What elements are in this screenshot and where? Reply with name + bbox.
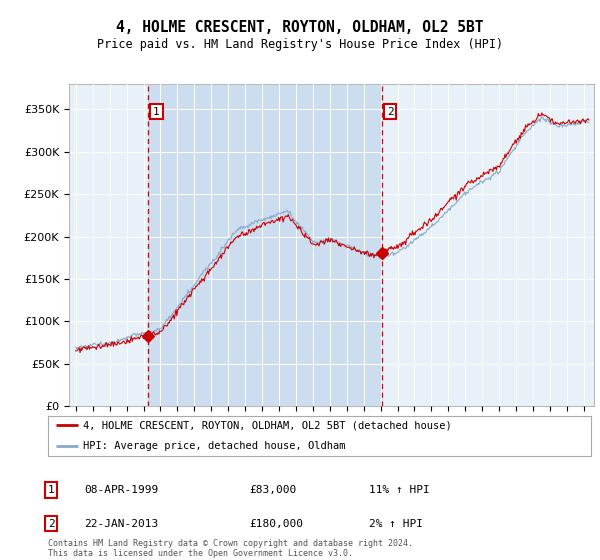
- Text: £180,000: £180,000: [249, 519, 303, 529]
- Text: HPI: Average price, detached house, Oldham: HPI: Average price, detached house, Oldh…: [83, 441, 346, 450]
- Text: 4, HOLME CRESCENT, ROYTON, OLDHAM, OL2 5BT: 4, HOLME CRESCENT, ROYTON, OLDHAM, OL2 5…: [116, 20, 484, 35]
- Text: Contains HM Land Registry data © Crown copyright and database right 2024.
This d: Contains HM Land Registry data © Crown c…: [48, 539, 413, 558]
- Text: 1: 1: [47, 485, 55, 495]
- Text: 11% ↑ HPI: 11% ↑ HPI: [369, 485, 430, 495]
- Text: 4, HOLME CRESCENT, ROYTON, OLDHAM, OL2 5BT (detached house): 4, HOLME CRESCENT, ROYTON, OLDHAM, OL2 5…: [83, 421, 452, 430]
- Text: 08-APR-1999: 08-APR-1999: [84, 485, 158, 495]
- Text: £83,000: £83,000: [249, 485, 296, 495]
- Text: 22-JAN-2013: 22-JAN-2013: [84, 519, 158, 529]
- Text: 2: 2: [387, 106, 394, 116]
- Text: 2: 2: [47, 519, 55, 529]
- Text: Price paid vs. HM Land Registry's House Price Index (HPI): Price paid vs. HM Land Registry's House …: [97, 38, 503, 50]
- Text: 2% ↑ HPI: 2% ↑ HPI: [369, 519, 423, 529]
- Text: 1: 1: [153, 106, 160, 116]
- Bar: [148, 84, 382, 406]
